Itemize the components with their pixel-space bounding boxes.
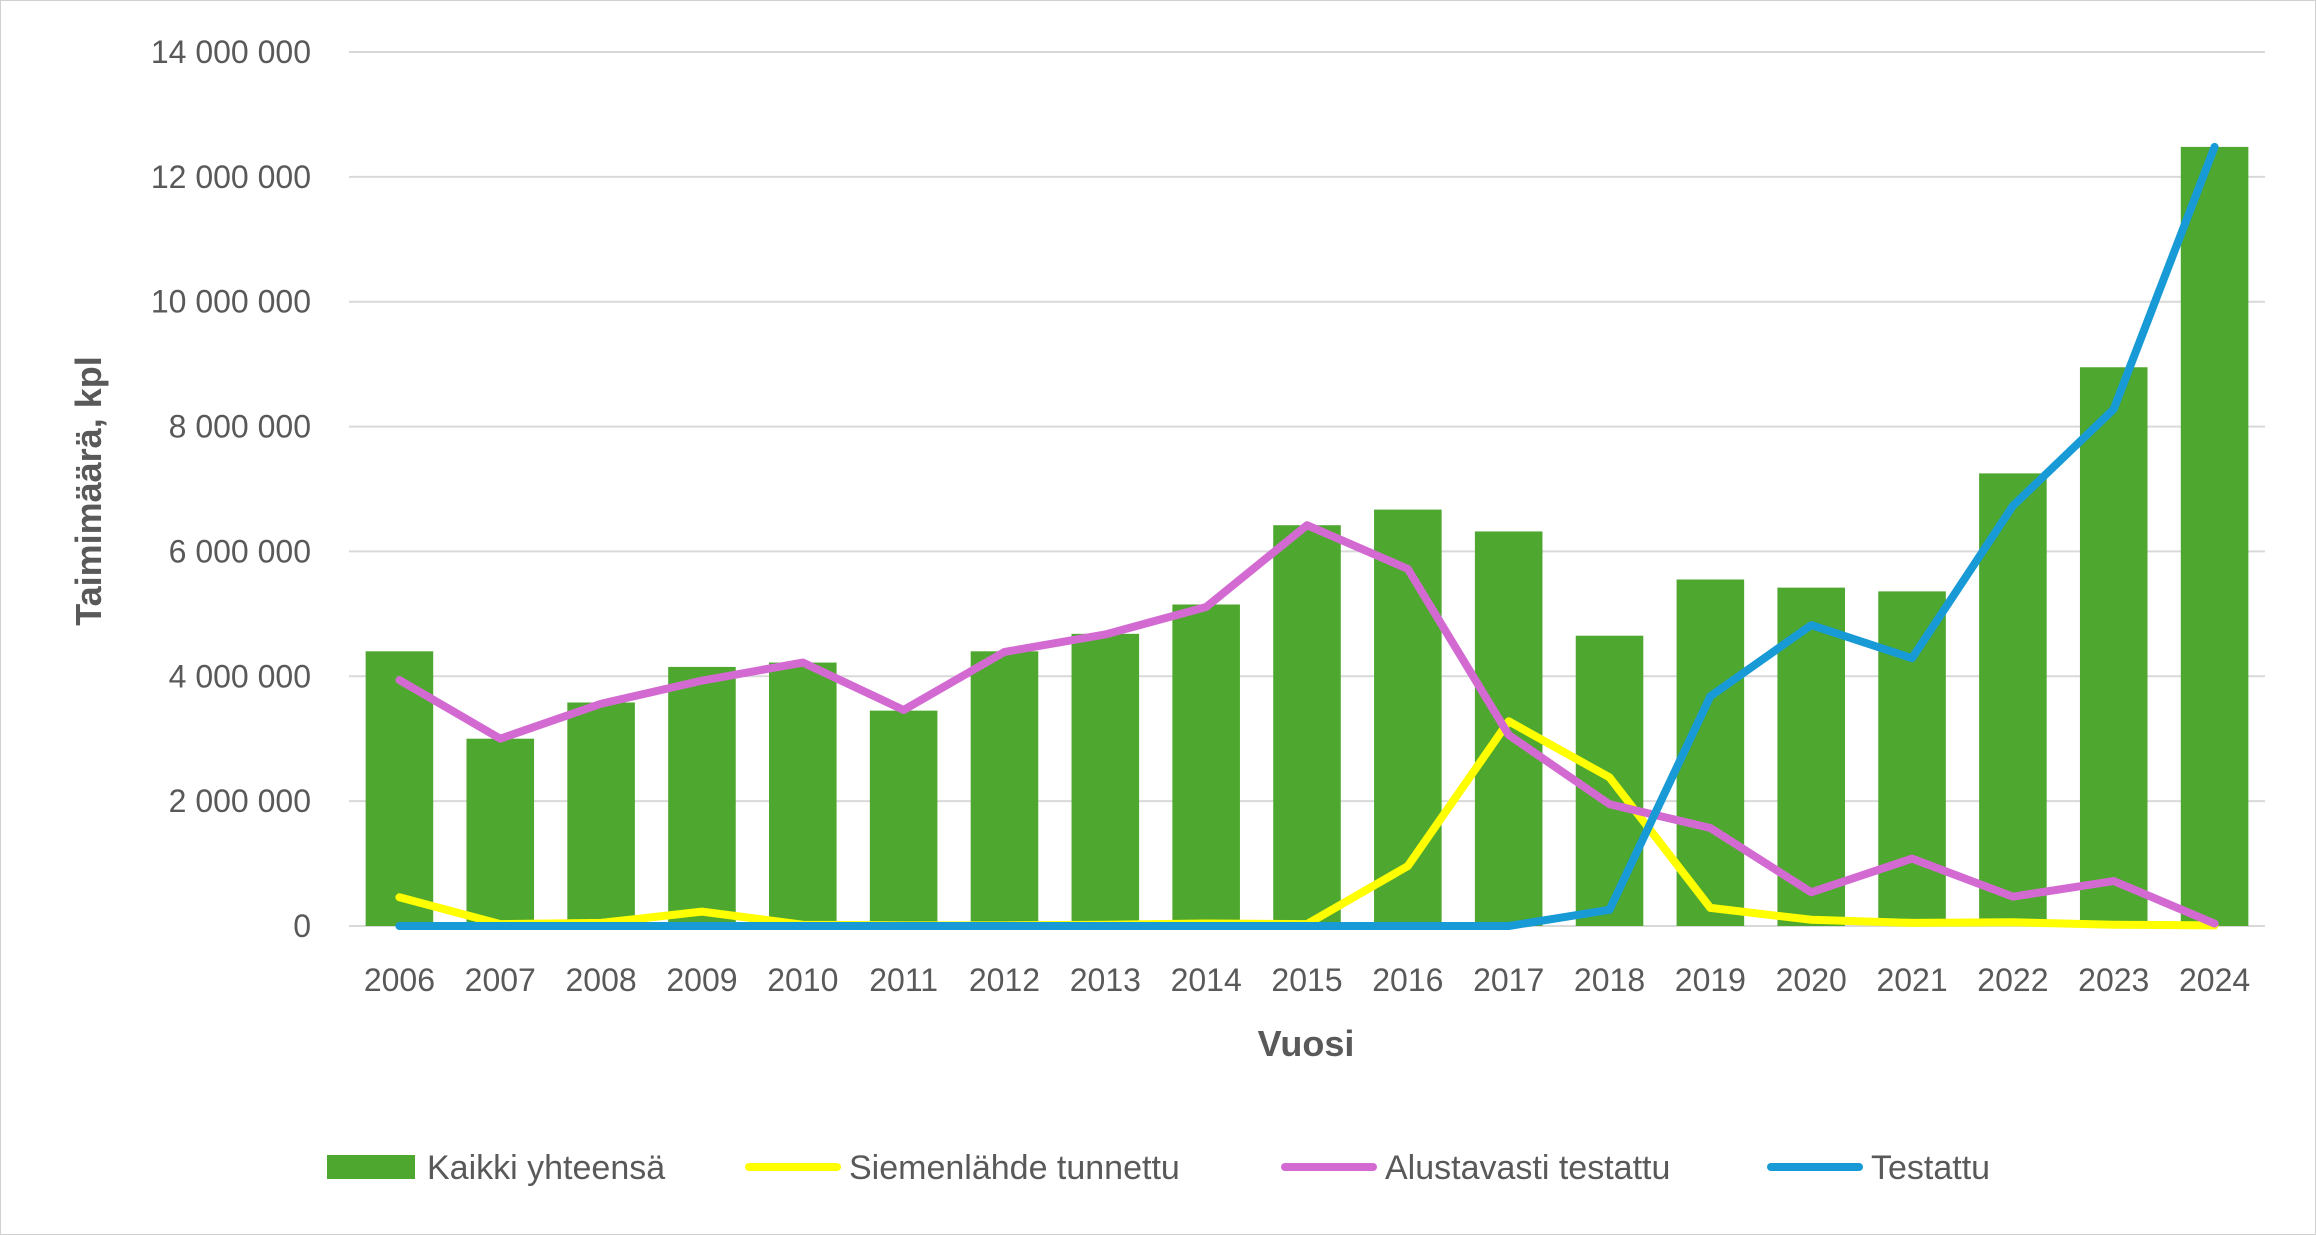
x-tick-label: 2006 — [364, 962, 435, 998]
x-tick-label: 2019 — [1675, 962, 1746, 998]
x-tick-label: 2017 — [1473, 962, 1544, 998]
x-tick-label: 2014 — [1171, 962, 1242, 998]
x-tick-label: 2010 — [767, 962, 838, 998]
x-tick-label: 2013 — [1070, 962, 1141, 998]
bar-kaikki-yhteensa — [1979, 473, 2047, 926]
bar-kaikki-yhteensa — [2180, 146, 2249, 927]
bar-kaikki-yhteensa — [1071, 633, 1140, 926]
x-tick-label: 2011 — [869, 962, 938, 998]
x-tick-label: 2020 — [1776, 962, 1847, 998]
legend-label: Kaikki yhteensä — [427, 1149, 665, 1187]
x-tick-label: 2007 — [465, 962, 536, 998]
x-tick-label: 2021 — [1876, 962, 1947, 998]
y-tick-label: 12 000 000 — [151, 159, 311, 195]
x-tick-label: 2009 — [666, 962, 737, 998]
x-tick-label: 2012 — [969, 962, 1040, 998]
x-tick-label: 2023 — [2078, 962, 2149, 998]
x-axis-title: Vuosi — [1258, 1023, 1355, 1064]
x-axis-tick-labels: 2006 2007 2008 2009 2010 2011 2012 2013 2014 2015… — [364, 962, 2250, 998]
legend-label: Alustavasti testattu — [1385, 1149, 1670, 1187]
y-tick-label: 0 — [293, 908, 311, 944]
bar-kaikki-yhteensa — [567, 702, 635, 926]
legend-label: Testattu — [1871, 1149, 1990, 1187]
bar-kaikki-yhteensa — [668, 666, 736, 926]
x-tick-label: 2016 — [1372, 962, 1443, 998]
bar-kaikki-yhteensa — [1374, 509, 1442, 926]
bar-kaikki-yhteensa — [1273, 525, 1341, 926]
bar-kaikki-yhteensa — [1878, 591, 1946, 926]
bar-kaikki-yhteensa — [466, 738, 535, 926]
x-tick-label: 2018 — [1574, 962, 1645, 998]
lines-layer — [395, 142, 2219, 930]
series-line-2 — [395, 521, 2219, 928]
x-tick-label: 2022 — [1977, 962, 2048, 998]
y-tick-label: 8 000 000 — [169, 409, 311, 445]
bar-kaikki-yhteensa — [2079, 367, 2148, 926]
legend-swatch-bar — [327, 1155, 415, 1179]
bar-kaikki-yhteensa — [970, 651, 1039, 926]
y-tick-label: 6 000 000 — [169, 533, 311, 569]
legend: Kaikki yhteensä Siemenlähde tunnettu Alust… — [327, 1149, 1990, 1187]
y-tick-label: 10 000 000 — [151, 284, 311, 320]
bars-layer — [365, 146, 2249, 927]
y-tick-label: 14 000 000 — [151, 34, 311, 70]
x-tick-label: 2008 — [566, 962, 637, 998]
y-tick-label: 2 000 000 — [169, 783, 311, 819]
y-tick-label: 4 000 000 — [169, 658, 311, 694]
x-tick-label: 2024 — [2179, 962, 2250, 998]
x-tick-label: 2015 — [1271, 962, 1342, 998]
y-axis-tick-labels: 0 2 000 000 4 000 000 6 000 000 8 000 000 10 … — [151, 34, 311, 944]
bar-kaikki-yhteensa — [869, 710, 938, 926]
series-line-3 — [395, 142, 2219, 930]
y-axis-title: Taimimäärä, kpl — [68, 356, 109, 625]
bar-kaikki-yhteensa — [769, 662, 837, 926]
bar-kaikki-yhteensa — [1172, 604, 1240, 926]
legend-label: Siemenlähde tunnettu — [849, 1149, 1180, 1187]
